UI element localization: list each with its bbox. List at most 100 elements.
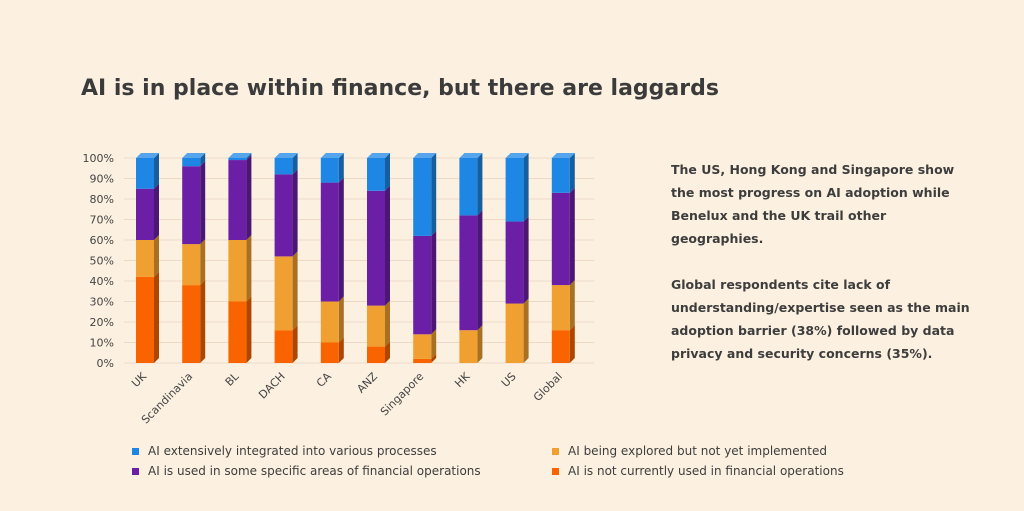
bar-segment bbox=[505, 303, 524, 363]
bar-segment bbox=[459, 330, 478, 363]
bar-segment bbox=[136, 240, 154, 277]
bar-segment-top bbox=[551, 153, 575, 158]
bar-segment-side bbox=[246, 153, 252, 161]
bar-segment-top bbox=[182, 153, 206, 158]
legend-item-being-explored: AI being explored but not yet implemente… bbox=[552, 444, 827, 458]
bar-segment-side bbox=[338, 153, 344, 183]
bar-segment bbox=[274, 330, 293, 363]
bar-segment bbox=[413, 358, 432, 363]
bar-segment-side bbox=[431, 153, 437, 236]
bar-segment bbox=[551, 285, 570, 331]
x-tick-label: US bbox=[499, 370, 519, 390]
bar-segment-side bbox=[154, 271, 159, 363]
bar-segment-side bbox=[569, 187, 575, 286]
bar-segment-side bbox=[385, 185, 390, 306]
bar-segment-top bbox=[367, 153, 390, 158]
bar-segment bbox=[413, 334, 432, 359]
bar-segment-top bbox=[505, 153, 529, 158]
bar-segment bbox=[413, 158, 432, 236]
bar-segment-side bbox=[338, 337, 344, 363]
bar-segment-side bbox=[385, 300, 390, 347]
bar-segment bbox=[320, 182, 339, 302]
y-tick-label: 80% bbox=[90, 193, 114, 206]
bar-segment-side bbox=[431, 230, 437, 335]
bar-segment-side bbox=[292, 169, 298, 257]
legend-label: AI being explored but not yet implemente… bbox=[568, 444, 827, 458]
bar-segment-top bbox=[274, 153, 298, 158]
bar-segment-side bbox=[431, 329, 437, 359]
bar-segment bbox=[413, 235, 432, 335]
bar-segment bbox=[182, 166, 201, 245]
x-tick-label: Global bbox=[531, 370, 565, 404]
legend-swatch-purple bbox=[132, 467, 139, 475]
x-tick-label: BL bbox=[223, 369, 242, 388]
bar-segment-side bbox=[246, 155, 252, 240]
bars bbox=[136, 153, 575, 363]
commentary-paragraph-1: The US, Hong Kong and Singapore show the… bbox=[671, 162, 955, 246]
bar-segment-side bbox=[200, 161, 206, 245]
bar-segment bbox=[320, 342, 339, 363]
bar-segment-side bbox=[200, 153, 206, 167]
bar-segment-side bbox=[292, 153, 298, 175]
bar-segment-side bbox=[154, 183, 159, 240]
legend-label: AI is used in some specific areas of fin… bbox=[148, 464, 481, 478]
y-tick-label: 10% bbox=[90, 337, 114, 350]
bar-segment bbox=[367, 158, 385, 191]
bar-segment bbox=[551, 330, 570, 363]
bar-segment bbox=[182, 285, 201, 363]
bar-segment bbox=[274, 256, 293, 331]
bar-segment bbox=[136, 188, 154, 240]
legend-swatch-blue bbox=[132, 447, 139, 455]
bar-segment-side bbox=[385, 153, 390, 191]
commentary-paragraph-2: Global respondents cite lack of understa… bbox=[671, 277, 970, 361]
y-tick-label: 50% bbox=[90, 255, 114, 268]
bar-segment bbox=[551, 192, 570, 286]
bar-segment bbox=[228, 158, 247, 161]
x-tick-label: ANZ bbox=[354, 370, 380, 396]
y-axis-ticks: 0% 10% 20% 30% 40% 50% 60% 70% 80% 90% 100% bbox=[83, 152, 114, 370]
y-tick-label: 30% bbox=[90, 296, 114, 309]
page-title: AI is in place within finance, but there… bbox=[81, 76, 719, 101]
bar-segment bbox=[274, 158, 293, 175]
bar-segment-side bbox=[569, 280, 575, 331]
bar-segment bbox=[182, 158, 201, 167]
bar-segment-side bbox=[246, 296, 252, 363]
x-tick-label: CA bbox=[314, 370, 334, 390]
bar-segment-top bbox=[228, 153, 252, 158]
bar-segment-top bbox=[136, 153, 159, 158]
bar-segment-side bbox=[569, 325, 575, 363]
y-tick-label: 90% bbox=[90, 173, 114, 186]
bar-segment-side bbox=[477, 153, 483, 216]
bar-segment-side bbox=[523, 153, 529, 222]
legend-item-not-used: AI is not currently used in financial op… bbox=[552, 464, 844, 478]
bar-segment bbox=[136, 276, 154, 363]
legend-item-specific-areas: AI is used in some specific areas of fin… bbox=[132, 464, 481, 478]
x-tick-label: DACH bbox=[256, 370, 288, 402]
bar-segment-side bbox=[154, 153, 159, 189]
legend-label: AI is not currently used in financial op… bbox=[568, 464, 844, 478]
bar-segment bbox=[228, 301, 247, 363]
bar-segment bbox=[228, 240, 247, 302]
x-tick-label: HK bbox=[452, 369, 473, 390]
bar-segment bbox=[274, 174, 293, 257]
y-tick-label: 40% bbox=[90, 275, 114, 288]
bar-segment-side bbox=[338, 296, 344, 343]
bar-segment-side bbox=[477, 210, 483, 331]
bar-segment-side bbox=[200, 239, 206, 286]
bar-segment bbox=[367, 190, 385, 306]
bar-segment bbox=[459, 215, 478, 331]
bar-segment bbox=[136, 158, 154, 189]
bar-segment bbox=[459, 158, 478, 216]
bar-segment-side bbox=[154, 235, 159, 277]
x-tick-label: UK bbox=[129, 369, 150, 390]
bar-segment-side bbox=[569, 153, 575, 193]
y-tick-label: 70% bbox=[90, 214, 114, 227]
bar-segment-side bbox=[431, 353, 437, 363]
bar-segment-side bbox=[477, 325, 483, 363]
y-tick-label: 100% bbox=[83, 152, 114, 165]
bar-segment-side bbox=[338, 177, 344, 302]
bar-segment-side bbox=[523, 216, 529, 304]
bar-segment bbox=[505, 221, 524, 304]
bar-segment bbox=[551, 158, 570, 193]
